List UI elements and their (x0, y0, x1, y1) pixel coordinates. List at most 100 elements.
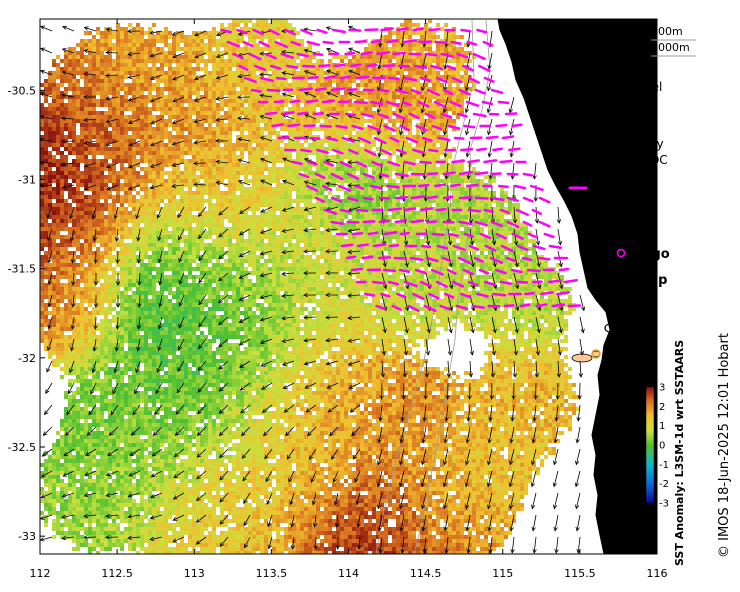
sst-cell (156, 151, 160, 155)
sst-cell (300, 175, 304, 179)
sst-cell (196, 147, 200, 151)
sst-cell (504, 199, 508, 203)
sst-cell (184, 135, 188, 139)
sst-cell (144, 135, 148, 139)
sst-cell (132, 159, 136, 163)
sst-cell (300, 91, 304, 95)
sst-cell (380, 131, 384, 135)
sst-cell (460, 167, 464, 171)
sst-cell (196, 159, 200, 163)
sst-cell (108, 55, 112, 59)
sst-cell (268, 67, 272, 71)
sst-cell (148, 135, 152, 139)
sst-cell (44, 111, 48, 115)
sst-cell (192, 103, 196, 107)
sst-cell (456, 67, 460, 71)
sst-cell (60, 199, 64, 203)
sst-cell (420, 83, 424, 87)
sst-cell (396, 215, 400, 219)
sst-cell (284, 163, 288, 167)
sst-cell (124, 211, 128, 215)
sst-cell (48, 159, 52, 163)
sst-cell (448, 59, 452, 63)
sst-cell (72, 75, 76, 79)
sst-cell (384, 147, 388, 151)
sst-cell (144, 31, 148, 35)
sst-cell (456, 83, 460, 87)
sst-cell (208, 79, 212, 83)
sst-cell (504, 207, 508, 211)
sst-cell (380, 119, 384, 123)
sst-cell (208, 199, 212, 203)
sst-cell (208, 219, 212, 223)
sst-cell (84, 111, 88, 115)
sst-cell (204, 43, 208, 47)
sst-cell (288, 43, 292, 47)
sst-cell (460, 59, 464, 63)
sst-cell (124, 175, 128, 179)
sst-cell (384, 227, 388, 231)
sst-cell (296, 147, 300, 151)
sst-cell (412, 227, 416, 231)
sst-cell (140, 63, 144, 67)
sst-cell (304, 195, 308, 199)
sst-cell (288, 99, 292, 103)
sst-cell (448, 187, 452, 191)
sst-cell (264, 27, 268, 31)
sst-cell (208, 215, 212, 219)
sst-cell (192, 39, 196, 43)
sst-cell (172, 135, 176, 139)
sst-cell (196, 83, 200, 87)
sst-cell (452, 123, 456, 127)
sst-cell (132, 207, 136, 211)
sst-cell (316, 223, 320, 227)
sst-cell (316, 95, 320, 99)
sst-cell (284, 215, 288, 219)
sst-cell (384, 131, 388, 135)
sst-cell (160, 195, 164, 199)
sst-cell (224, 91, 228, 95)
sst-cell (388, 155, 392, 159)
sst-cell (408, 107, 412, 111)
sst-cell (428, 199, 432, 203)
sst-cell (336, 179, 340, 183)
sst-cell (76, 215, 80, 219)
sst-cell (332, 203, 336, 207)
sst-cell (168, 91, 172, 95)
sst-cell (324, 187, 328, 191)
sst-cell (324, 139, 328, 143)
sst-cell (408, 155, 412, 159)
sst-cell (452, 223, 456, 227)
sst-cell (328, 219, 332, 223)
sst-cell (232, 151, 236, 155)
sst-cell (292, 115, 296, 119)
sst-cell (104, 59, 108, 63)
sst-cell (164, 59, 168, 63)
sst-cell (80, 191, 84, 195)
sst-cell (316, 155, 320, 159)
sst-cell (164, 143, 168, 147)
sst-cell (276, 135, 280, 139)
sst-cell (380, 171, 384, 175)
sst-cell (436, 111, 440, 115)
sst-cell (308, 115, 312, 119)
sst-cell (288, 131, 292, 135)
sst-cell (120, 183, 124, 187)
sst-cell (48, 71, 52, 75)
sst-cell (352, 95, 356, 99)
sst-cell (44, 143, 48, 147)
sst-cell (320, 223, 324, 227)
sst-cell (200, 99, 204, 103)
sst-cell (300, 39, 304, 43)
sst-cell (100, 211, 104, 215)
sst-cell (60, 75, 64, 79)
sst-cell (380, 115, 384, 119)
sst-cell (364, 67, 368, 71)
sst-cell (192, 227, 196, 231)
sst-cell (136, 31, 140, 35)
sst-cell (212, 191, 216, 195)
sst-cell (124, 223, 128, 227)
sst-cell (132, 71, 136, 75)
sst-cell (360, 155, 364, 159)
sst-cell (384, 39, 388, 43)
